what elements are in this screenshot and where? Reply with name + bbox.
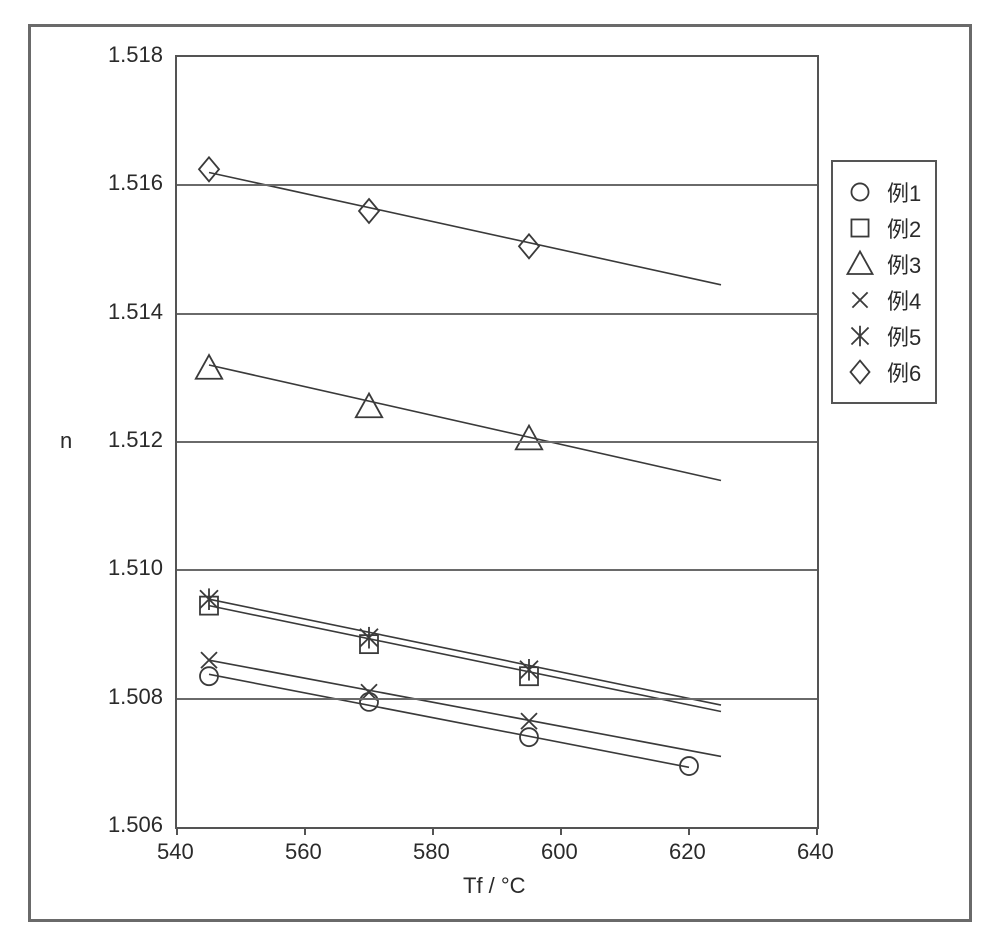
x-tick-label: 640 [797, 839, 834, 865]
trendline-s6 [209, 173, 721, 285]
data-point-s6 [519, 234, 539, 258]
y-tick-label: 1.516 [108, 170, 163, 196]
legend-item: 例3 [843, 248, 921, 280]
legend-label: 例5 [887, 320, 921, 352]
gridline-horizontal [177, 184, 817, 186]
y-tick-label: 1.510 [108, 555, 163, 581]
legend-item: 例4 [843, 284, 921, 316]
x-tick-label: 580 [413, 839, 450, 865]
legend-label: 例2 [887, 212, 921, 244]
trendline-s3 [209, 365, 721, 481]
x-tick-mark [304, 827, 306, 835]
gridline-horizontal [177, 698, 817, 700]
gridline-horizontal [177, 569, 817, 571]
data-point-s6 [359, 199, 379, 223]
x-tick-label: 620 [669, 839, 706, 865]
legend-label: 例4 [887, 284, 921, 316]
legend-item: 例1 [843, 176, 921, 208]
square-icon [843, 216, 877, 240]
trendline-s4 [209, 660, 721, 756]
gridline-horizontal [177, 441, 817, 443]
figure-frame: n Tf / °C 例1 例2 例3 例4 例5 例6 1.506 1.508 1.510… [0, 0, 1000, 946]
x-icon [843, 288, 877, 312]
x-tick-label: 560 [285, 839, 322, 865]
legend-item: 例2 [843, 212, 921, 244]
x-tick-mark [176, 827, 178, 835]
y-tick-label: 1.514 [108, 299, 163, 325]
data-point-s3 [356, 394, 382, 418]
y-tick-label: 1.512 [108, 427, 163, 453]
circle-icon [843, 180, 877, 204]
legend-label: 例3 [887, 248, 921, 280]
plot-area [175, 55, 819, 829]
x-tick-mark [432, 827, 434, 835]
data-point-s6 [199, 157, 219, 181]
y-tick-label: 1.506 [108, 812, 163, 838]
legend-item: 例6 [843, 356, 921, 388]
x-tick-mark [816, 827, 818, 835]
y-axis-label: n [60, 428, 72, 454]
legend-label: 例1 [887, 176, 921, 208]
x-axis-label: Tf / °C [463, 873, 526, 899]
x-tick-label: 600 [541, 839, 578, 865]
asterisk-icon [843, 324, 877, 348]
trendline-s1 [209, 674, 689, 767]
legend-label: 例6 [887, 356, 921, 388]
y-tick-label: 1.518 [108, 42, 163, 68]
x-tick-label: 540 [157, 839, 194, 865]
legend: 例1 例2 例3 例4 例5 例6 [831, 160, 937, 404]
triangle-icon [843, 252, 877, 276]
x-tick-mark [688, 827, 690, 835]
diamond-icon [843, 360, 877, 384]
legend-item: 例5 [843, 320, 921, 352]
gridline-horizontal [177, 313, 817, 315]
x-tick-mark [560, 827, 562, 835]
trendline-s2 [209, 606, 721, 712]
data-point-s1 [360, 693, 378, 711]
data-point-s5 [200, 588, 218, 610]
y-tick-label: 1.508 [108, 684, 163, 710]
data-point-s4 [201, 652, 217, 668]
